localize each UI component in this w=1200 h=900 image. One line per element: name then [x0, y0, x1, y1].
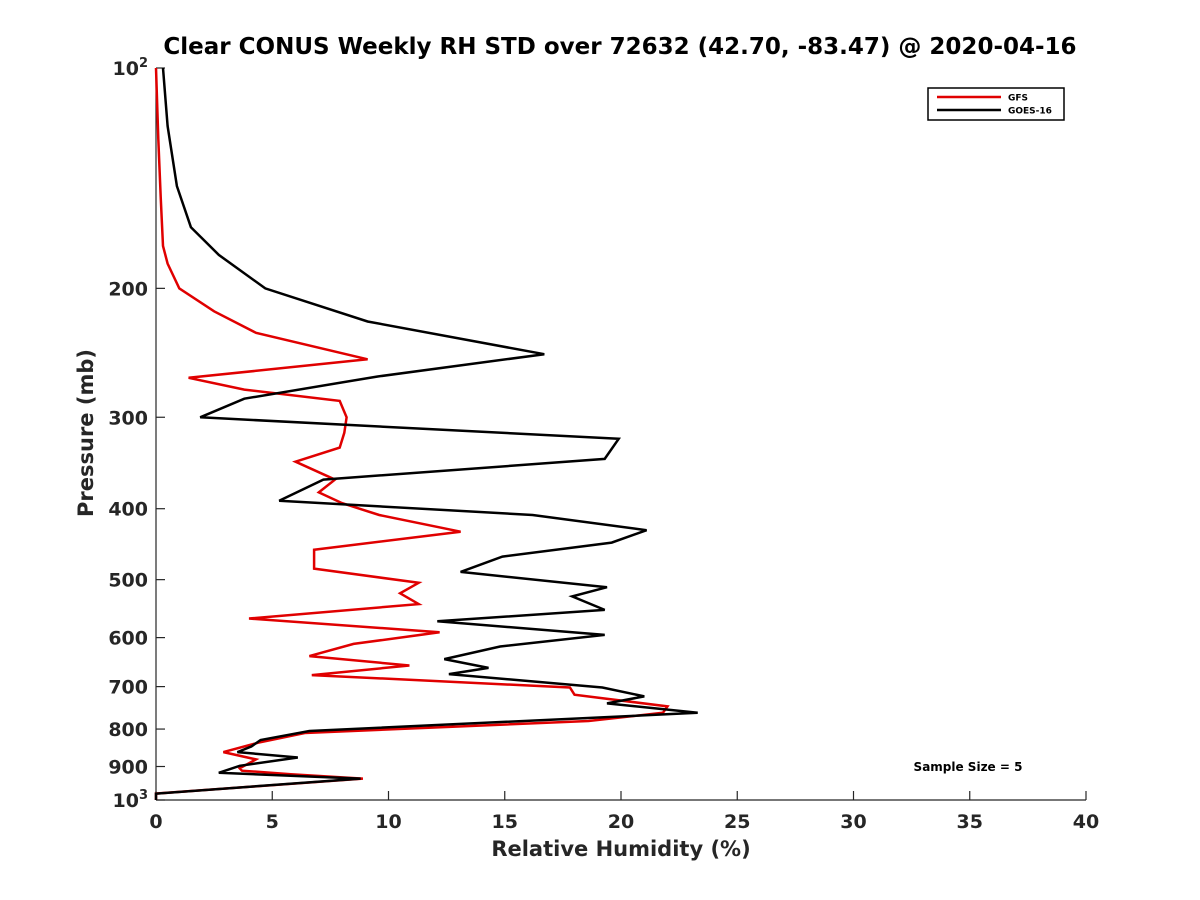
x-tick-label: 10 — [375, 811, 401, 833]
y-tick-label: 300 — [108, 407, 148, 429]
x-tick-label: 40 — [1073, 811, 1099, 833]
legend-box — [927, 87, 1065, 121]
chart-title: Clear CONUS Weekly RH STD over 72632 (42… — [163, 34, 1076, 60]
series-layer — [154, 67, 698, 800]
legend-label-goes16: GOES-16 — [1008, 107, 1052, 117]
x-tick-label: 5 — [266, 811, 279, 833]
y-tick-label: 200 — [108, 278, 148, 300]
x-axis-label: Relative Humidity (%) — [491, 837, 750, 861]
legend-label-gfs: GFS — [1008, 94, 1028, 104]
y-tick-label: 800 — [108, 719, 148, 741]
y-tick-label: 700 — [108, 677, 148, 699]
y-tick-label: 103 — [113, 788, 149, 812]
x-tick-label: 20 — [608, 811, 634, 833]
series-line-gfs — [154, 67, 670, 800]
x-tick-label: 30 — [840, 811, 866, 833]
y-tick-label: 600 — [108, 628, 148, 650]
x-tick-label: 15 — [492, 811, 518, 833]
sample-size-annotation: Sample Size = 5 — [914, 760, 1023, 774]
y-axis-label: Pressure (mb) — [74, 349, 98, 517]
y-tick-label: 500 — [108, 570, 148, 592]
legend: GFS GOES-16 — [927, 87, 1065, 121]
y-tick-label: 900 — [108, 757, 148, 779]
x-tick-label: 0 — [149, 811, 162, 833]
series-line-goes16 — [154, 67, 698, 800]
y-tick-label: 400 — [108, 499, 148, 521]
plot-area: 0 5 10 15 20 25 30 35 40 102 200 300 400 500 600 700 800… — [108, 56, 1099, 833]
y-tick-label: 102 — [113, 56, 149, 80]
x-tick-label: 35 — [957, 811, 983, 833]
x-tick-label: 25 — [724, 811, 750, 833]
